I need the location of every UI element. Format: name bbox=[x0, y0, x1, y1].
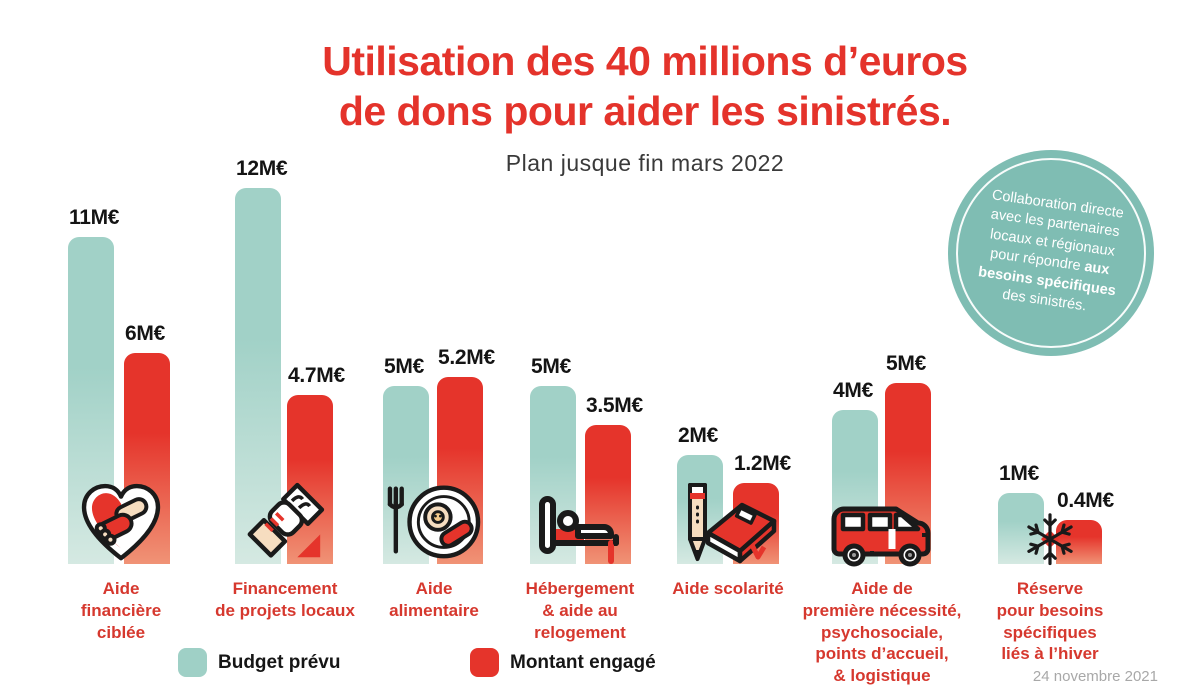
category-label: Aide scolarité bbox=[623, 578, 833, 600]
category-label-line: Financement bbox=[232, 579, 338, 598]
category-label: Aide alimentaire bbox=[329, 578, 539, 622]
budget-value-label: 1M€ bbox=[999, 462, 1039, 485]
book-pencil-icon bbox=[676, 477, 780, 567]
category-label-line: Aide scolarité bbox=[672, 579, 784, 598]
category-label-line: Hébergement bbox=[525, 579, 635, 598]
category-label-line: & aide au bbox=[542, 600, 618, 620]
collaboration-badge: Collaboration directe avec les partenair… bbox=[948, 150, 1154, 356]
legend-item-engaged: Montant engagé bbox=[470, 648, 656, 677]
snowflake-icon bbox=[1013, 509, 1087, 567]
legend-item-budget: Budget prévu bbox=[178, 648, 340, 677]
heart-handshake-icon bbox=[73, 479, 169, 567]
header: Utilisation des 40 millions d’euros de d… bbox=[0, 36, 1200, 177]
category-label-line: & logistique bbox=[833, 666, 931, 685]
category-label-line: Aide bbox=[415, 579, 453, 598]
category-label-line: points d’accueil, bbox=[815, 644, 949, 664]
category-label: Aide de première nécessité, psychosociale,… bbox=[777, 578, 987, 687]
bed-icon bbox=[530, 493, 630, 567]
engaged-value-label: 5M€ bbox=[886, 352, 926, 375]
category-label-line: relogement bbox=[534, 622, 626, 642]
engaged-value-label: 0.4M€ bbox=[1057, 489, 1114, 512]
food-plate-icon bbox=[383, 475, 485, 567]
bar-budget bbox=[235, 188, 281, 564]
subtitle: Plan jusque fin mars 2022 bbox=[505, 150, 785, 177]
bar-engaged bbox=[287, 395, 333, 564]
category-label-line: Réserve bbox=[1016, 579, 1084, 598]
category-label: Réserve pour besoins spécifiques liés à l’h… bbox=[945, 578, 1155, 665]
engaged-value-label: 3.5M€ bbox=[586, 394, 643, 417]
legend-swatch-budget bbox=[178, 648, 207, 677]
category-label-line: pour besoins bbox=[996, 600, 1104, 620]
category-label-line: Aide de bbox=[851, 579, 913, 598]
footer-date: 24 novembre 2021 bbox=[1032, 668, 1158, 685]
category-label-line: financière bbox=[80, 600, 162, 620]
category-label-line: ciblée bbox=[96, 622, 146, 642]
engaged-value-label: 5.2M€ bbox=[438, 346, 495, 369]
engaged-value-label: 1.2M€ bbox=[734, 452, 791, 475]
legend-label-engaged: Montant engagé bbox=[510, 651, 656, 673]
van-icon bbox=[826, 503, 938, 567]
category-label: Hébergement & aide au relogement bbox=[475, 578, 685, 643]
legend-swatch-engaged bbox=[470, 648, 499, 677]
budget-value-label: 11M€ bbox=[69, 206, 120, 229]
engaged-value-label: 6M€ bbox=[125, 322, 165, 345]
budget-value-label: 5M€ bbox=[384, 355, 424, 378]
page-title: Utilisation des 40 millions d’euros de d… bbox=[0, 36, 1200, 136]
title-line2: de dons pour aider les sinistrés. bbox=[338, 88, 952, 135]
budget-value-label: 5M€ bbox=[531, 355, 571, 378]
solidarity-handclasp-icon bbox=[241, 477, 329, 567]
category-label-line: liés à l’hiver bbox=[1001, 644, 1099, 664]
category-label-line: psychosociale, bbox=[821, 622, 943, 642]
category-label: Aide financière ciblée bbox=[16, 578, 226, 643]
engaged-value-label: 4.7M€ bbox=[288, 364, 345, 387]
title-line1: Utilisation des 40 millions d’euros bbox=[322, 38, 968, 84]
category-label: Financement de projets locaux bbox=[180, 578, 390, 622]
legend-label-budget: Budget prévu bbox=[218, 651, 341, 673]
category-label-line: de projets locaux bbox=[215, 600, 355, 620]
badge-ring bbox=[956, 158, 1146, 348]
category-label-line: première nécessité, bbox=[802, 600, 962, 620]
category-label-line: spécifiques bbox=[1003, 622, 1097, 642]
budget-value-label: 12M€ bbox=[236, 157, 288, 180]
category-label-line: Aide bbox=[102, 579, 140, 598]
budget-value-label: 4M€ bbox=[833, 379, 873, 402]
category-label-line: alimentaire bbox=[389, 600, 479, 620]
budget-value-label: 2M€ bbox=[678, 424, 718, 447]
